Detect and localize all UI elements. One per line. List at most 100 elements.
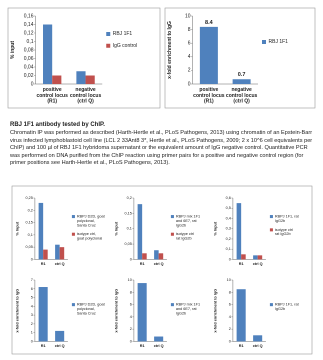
legend-label: isotype ctrl rat IgG2b [275, 228, 293, 236]
y-tick-label: 6 [188, 41, 191, 47]
y-axis-label: x-fold enrichment to IgG [15, 289, 19, 333]
bar [257, 255, 263, 260]
bar [137, 283, 147, 342]
chart-frame [164, 7, 316, 109]
bar [236, 289, 246, 342]
bar [59, 247, 65, 260]
data-label: 0.7 [238, 72, 246, 78]
legend-label: RBPJ 1F1, rat IgG2b [275, 215, 300, 223]
y-tick-label: 0,02 [24, 73, 34, 79]
y-tick-label: 0,1 [226, 247, 231, 251]
y-tick-label: 4 [188, 54, 191, 60]
y-tick-label: 6 [130, 303, 132, 307]
y-tick-label: 6 [31, 287, 33, 291]
legend-swatch [170, 232, 174, 236]
caption: RBJ 1F1 antibody tested by ChIP. Chromat… [10, 122, 314, 167]
y-tick-label: 4 [130, 315, 132, 319]
bar [43, 249, 48, 260]
bar [199, 26, 218, 85]
x-tick-label: negative control locus (ctrl Q) [70, 87, 102, 105]
legend-swatch [269, 215, 273, 219]
y-tick-label: 0,1 [27, 39, 34, 45]
legend-swatch [170, 215, 174, 219]
bar [76, 71, 86, 84]
y-tick-label: 2 [130, 327, 132, 331]
y-tick-label: 0,4 [226, 216, 231, 220]
caption-title: RBJ 1F1 antibody tested by ChIP. [10, 122, 105, 128]
bar [154, 250, 159, 260]
y-tick-label: 0 [31, 339, 33, 343]
legend-swatch [170, 303, 174, 307]
legend-label: IgG control [113, 43, 137, 49]
y-tick-label: 0,12 [24, 30, 34, 36]
legend-swatch [106, 32, 111, 36]
legend-swatch [269, 303, 273, 307]
legend-label: isotype ctrl, goat polyclonal [77, 232, 102, 240]
x-tick-label: ctrl Q [253, 344, 263, 348]
x-tick-label: R1 [140, 262, 145, 266]
y-tick-label: 0,15 [125, 211, 132, 215]
y-tick-label: 0 [188, 81, 191, 87]
x-tick-label: R1 [239, 262, 244, 266]
y-tick-label: 0 [229, 257, 231, 261]
legend-label: isotype ctrl rat IgG2b [176, 232, 194, 240]
legend-swatch [71, 215, 75, 219]
y-tick-label: 2 [188, 68, 191, 74]
legend-label: RBJ 1F1 [269, 39, 289, 45]
y-tick-label: 2 [229, 327, 231, 331]
y-tick-label: 2 [31, 322, 33, 326]
x-tick-label: negative control locus (ctrl Q) [226, 87, 258, 105]
x-tick-label: ctrl Q [154, 344, 164, 348]
y-tick-label: 8 [130, 290, 132, 294]
bar [38, 287, 48, 342]
y-tick-label: 3 [31, 313, 33, 317]
x-tick-label: ctrl Q [253, 262, 263, 266]
y-tick-label: 0,05 [26, 245, 33, 249]
legend-label: RBPJ mix 1F1 and 6E7, rat IgG2b [176, 303, 200, 316]
bar [236, 203, 242, 260]
legend-label: RBPJ 1F1, rat IgG2b [275, 303, 300, 311]
y-tick-label: 0,6 [226, 196, 231, 200]
y-axis-label: x-fold enrichment to IgG [167, 21, 173, 79]
x-tick-label: R1 [41, 344, 46, 348]
bar [142, 253, 147, 260]
y-tick-label: 7 [31, 278, 33, 282]
x-tick-label: positive control locus (R1) [36, 87, 68, 105]
x-tick-label: ctrl Q [55, 262, 65, 266]
legend-swatch [106, 43, 111, 48]
y-tick-label: 0,05 [125, 242, 132, 246]
bar [241, 254, 246, 260]
bar [154, 336, 164, 342]
x-tick-label: R1 [41, 262, 46, 266]
y-tick-label: 0,25 [26, 196, 33, 200]
bar [232, 79, 251, 84]
bar [253, 255, 258, 260]
y-tick-label: 5 [31, 296, 33, 300]
y-axis-label: x-fold enrichment to IgG [213, 289, 217, 333]
y-tick-label: 10 [185, 13, 191, 19]
bar [55, 330, 65, 342]
data-label: 8.4 [205, 20, 214, 26]
y-tick-label: 0,2 [226, 237, 231, 241]
y-tick-label: 0,2 [28, 208, 33, 212]
x-tick-label: ctrl Q [55, 344, 65, 348]
caption-body: Chromatin IP was performed as described … [10, 130, 313, 167]
y-tick-label: 0 [229, 339, 231, 343]
legend-label: RBPJ D2D, goat polyclonal, Santa Cruz [77, 303, 106, 316]
chart-frame [7, 7, 161, 109]
bar [253, 335, 263, 342]
y-axis-label: % Input [15, 221, 19, 235]
y-tick-label: 10 [128, 278, 132, 282]
y-tick-label: 0,15 [26, 221, 33, 225]
y-tick-label: 0,16 [24, 13, 34, 19]
y-tick-label: 4 [31, 304, 33, 308]
bar [158, 253, 164, 260]
bar [137, 204, 143, 260]
y-tick-label: 8 [229, 290, 231, 294]
y-tick-label: 0,2 [127, 196, 132, 200]
legend-label: RBPJ mix 1F1 and 6E7, rat IgG2b [176, 215, 200, 228]
y-tick-label: 0,3 [226, 227, 231, 231]
y-tick-label: 10 [227, 278, 231, 282]
